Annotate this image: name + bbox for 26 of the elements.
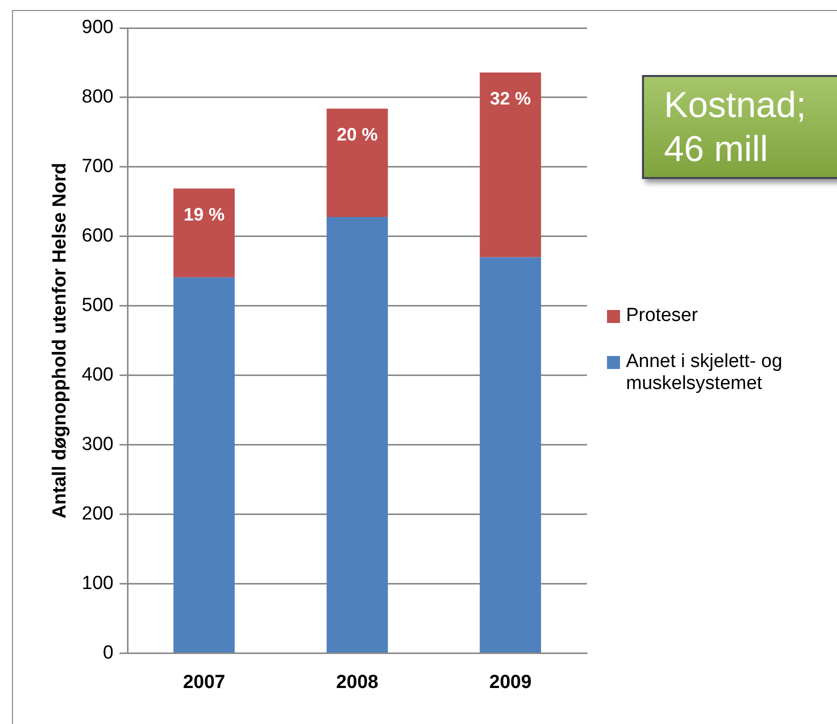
- x-tick-label: 2009: [489, 672, 532, 693]
- text: Kostnad; 46 mill: [642, 75, 837, 179]
- y-tick-label: 800: [82, 86, 114, 108]
- y-tick-label: 400: [82, 364, 114, 386]
- bar: [173, 277, 235, 652]
- y-tick-label: 900: [82, 17, 114, 38]
- bar: [480, 72, 542, 258]
- y-tick-label: 600: [82, 226, 114, 247]
- y-tick-label: 0: [102, 642, 114, 664]
- annotation: 20 %: [336, 124, 378, 145]
- x-tick-label: 2007: [182, 672, 226, 693]
- x-tick-label: 2008: [336, 672, 378, 693]
- bar: [326, 108, 388, 217]
- annotation: 19 %: [184, 204, 225, 224]
- bar: [173, 188, 235, 278]
- annotation: 32 %: [490, 88, 531, 108]
- y-axis-title: Antall døgnopphold utenfor Helse Nord: [50, 162, 71, 518]
- bar: [326, 216, 388, 652]
- y-tick-label: 300: [82, 434, 114, 456]
- y-tick-label: 100: [82, 572, 114, 594]
- y-tick-label: 200: [82, 504, 114, 524]
- legend-label: Annet i skjelett- og muskelsystemet: [626, 351, 784, 395]
- y-tick-label: 500: [82, 295, 114, 316]
- bar: [480, 257, 542, 652]
- y-tick-label: 700: [82, 156, 114, 178]
- legend-label: Proteser: [626, 305, 698, 327]
